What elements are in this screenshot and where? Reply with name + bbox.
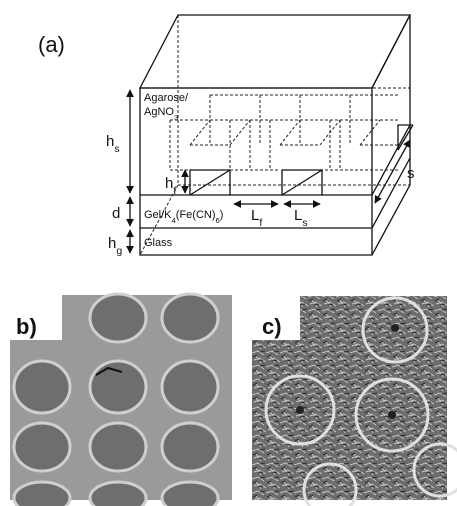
text-part: ) xyxy=(220,209,224,221)
layer-label: AgNO3 xyxy=(144,106,178,122)
dimension-label: Lf xyxy=(251,207,262,229)
subscript: 3 xyxy=(174,113,178,122)
panel-label: (a) xyxy=(38,32,65,57)
dimension-label: d xyxy=(112,205,120,222)
layer-label: Gel/K4(Fe(CN)6) xyxy=(144,209,223,225)
subscript: f xyxy=(173,185,176,197)
text-part: Glass xyxy=(144,237,173,249)
panel-label: b) xyxy=(16,314,37,339)
text-part: h xyxy=(106,133,114,150)
text-part: L xyxy=(294,207,302,224)
dimension-label: Ls xyxy=(294,207,308,229)
text-part: Gel/K xyxy=(144,209,172,221)
subscript: g xyxy=(116,245,122,257)
text-part: Agarose/ xyxy=(144,92,189,104)
text-part: h xyxy=(108,235,116,252)
dimension-label: hg xyxy=(108,235,122,257)
figure: (a) Agarose/ AgNO3 hs hf d Lf Ls s Gel/K… xyxy=(0,0,457,506)
text-part: L xyxy=(251,207,259,224)
text-part: AgNO xyxy=(144,106,174,118)
text-part: s xyxy=(407,165,415,182)
panel-label: c) xyxy=(262,314,282,339)
subscript: s xyxy=(302,217,307,229)
layer-label: Agarose/ xyxy=(144,92,189,104)
layer-label: Glass xyxy=(144,237,173,249)
dimension-label: hs xyxy=(106,133,120,155)
dimension-label: s xyxy=(407,165,415,182)
text-part: (Fe(CN) xyxy=(176,209,216,221)
text-part: d xyxy=(112,205,120,222)
dimension-label: hf xyxy=(165,175,176,197)
subscript: s xyxy=(114,143,119,155)
text-part: h xyxy=(165,175,173,192)
subscript: f xyxy=(259,217,262,229)
